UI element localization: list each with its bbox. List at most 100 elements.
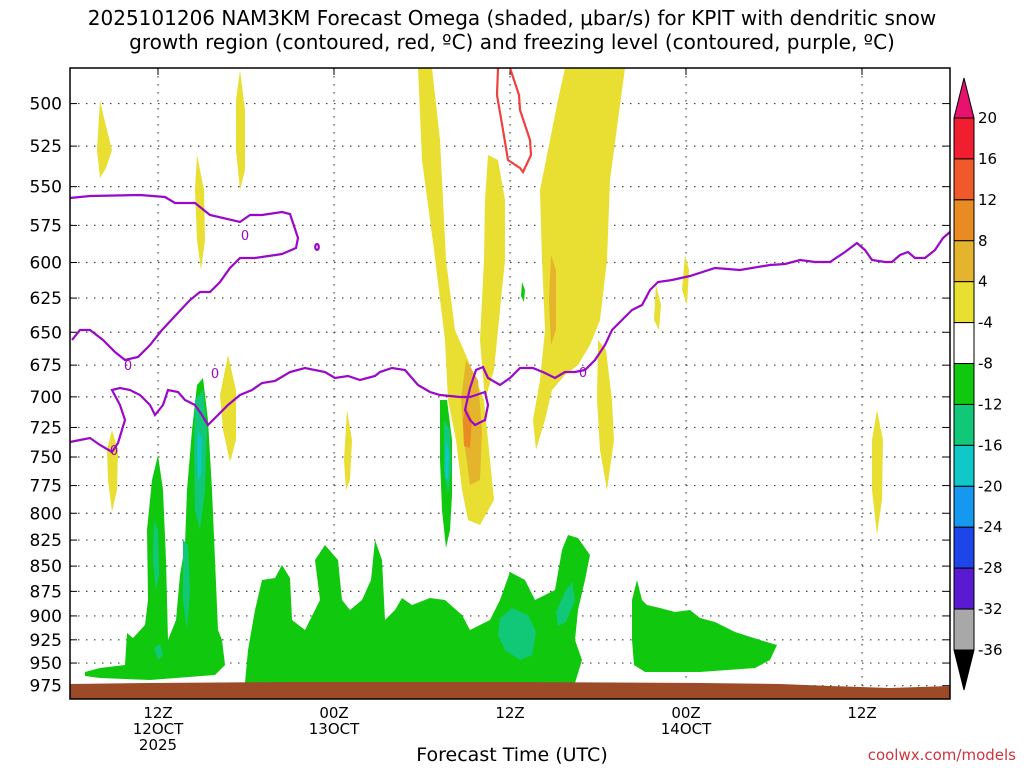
x-tick-label: 12OCT bbox=[133, 720, 184, 738]
colorbar-swatch bbox=[953, 158, 975, 201]
omega-region bbox=[154, 644, 163, 660]
freezing-level-contour bbox=[314, 242, 320, 252]
colorbar-label: -20 bbox=[978, 477, 1003, 495]
omega-region bbox=[556, 582, 575, 626]
credit-link[interactable]: coolwx.com/models bbox=[867, 746, 1016, 764]
colorbar-label: -32 bbox=[978, 600, 1003, 618]
omega-region bbox=[197, 430, 202, 480]
colorbar-label: -28 bbox=[978, 559, 1003, 577]
freezing-level-layer bbox=[69, 193, 951, 454]
x-tick-label: 2025 bbox=[139, 736, 177, 754]
colorbar: 20 16 12 8 4 -4 -8 -12 -16 -20 -24 -28 -32 -36 bbox=[953, 77, 1003, 691]
x-tick-label: 00Z bbox=[671, 704, 700, 722]
omega-region bbox=[654, 285, 661, 330]
chart-title-line1: 2025101206 NAM3KM Forecast Omega (shaded… bbox=[87, 6, 937, 30]
colorbar-under-triangle bbox=[953, 649, 975, 691]
y-tick-label: 650 bbox=[30, 323, 62, 343]
y-tick-label: 525 bbox=[30, 137, 62, 157]
y-tick-label: 625 bbox=[30, 289, 62, 309]
y-tick-label: 775 bbox=[30, 477, 62, 497]
chart-title: 2025101206 NAM3KM Forecast Omega (shaded… bbox=[0, 6, 1024, 54]
y-tick-label: 550 bbox=[30, 178, 62, 198]
y-tick-label: 500 bbox=[30, 95, 62, 115]
x-tick-label: 12Z bbox=[847, 704, 876, 722]
y-tick-label: 850 bbox=[30, 557, 62, 577]
omega-region bbox=[597, 340, 614, 490]
contour-label: 0 bbox=[579, 366, 587, 381]
y-tick-label: 750 bbox=[30, 448, 62, 468]
omega-region bbox=[533, 68, 625, 450]
colorbar-swatch bbox=[953, 199, 975, 242]
omega-cyan-layer bbox=[197, 430, 449, 480]
y-tick-label: 800 bbox=[30, 504, 62, 524]
colorbar-label: -8 bbox=[978, 355, 993, 373]
dgz-contour bbox=[495, 67, 533, 175]
colorbar-label: 8 bbox=[978, 232, 988, 250]
omega-region bbox=[344, 410, 352, 490]
omega-region bbox=[682, 255, 689, 305]
colorbar-label: -36 bbox=[978, 641, 1003, 659]
x-axis-title: Forecast Time (UTC) bbox=[416, 744, 608, 766]
x-tick-label: 13OCT bbox=[309, 720, 360, 738]
colorbar-label: 16 bbox=[978, 150, 997, 168]
contour-label: 0 bbox=[241, 229, 249, 244]
y-tick-label: 600 bbox=[30, 254, 62, 274]
colorbar-swatch bbox=[953, 485, 975, 528]
omega-deep-orange-layer bbox=[463, 405, 472, 448]
colorbar-swatch bbox=[953, 567, 975, 610]
colorbar-swatch bbox=[953, 608, 975, 651]
omega-region bbox=[97, 100, 112, 178]
colorbar-swatch bbox=[953, 444, 975, 487]
omega-region bbox=[521, 282, 525, 302]
omega-region bbox=[498, 608, 536, 660]
freezing-level-contour bbox=[69, 231, 951, 454]
omega-region bbox=[195, 155, 205, 270]
contour-label: 0 bbox=[211, 367, 219, 382]
omega-region bbox=[220, 355, 236, 462]
colorbar-swatch bbox=[953, 403, 975, 446]
colorbar-swatch bbox=[953, 363, 975, 405]
plot-frame bbox=[69, 67, 951, 700]
contour-label: 0 bbox=[124, 359, 132, 374]
chart-title-line2: growth region (contoured, red, ºC) and f… bbox=[129, 30, 895, 54]
y-tick-label: 875 bbox=[30, 582, 62, 602]
omega-region bbox=[236, 70, 245, 190]
x-tick-label: 12Z bbox=[143, 704, 172, 722]
colorbar-swatch bbox=[953, 240, 975, 283]
y-tick-label: 675 bbox=[30, 356, 62, 376]
omega-region bbox=[445, 440, 449, 480]
y-tick-label: 575 bbox=[30, 216, 62, 236]
colorbar-swatch bbox=[953, 281, 975, 324]
colorbar-label: -16 bbox=[978, 436, 1003, 454]
y-tick-label: 725 bbox=[30, 418, 62, 438]
x-tick-label: 14OCT bbox=[661, 720, 712, 738]
colorbar-swatch bbox=[953, 117, 975, 160]
omega-region bbox=[872, 410, 883, 535]
terrain-band bbox=[70, 682, 950, 699]
colorbar-over-triangle bbox=[953, 77, 975, 119]
contour-label: 0 bbox=[110, 444, 118, 459]
y-tick-label: 700 bbox=[30, 388, 62, 408]
omega-region bbox=[463, 405, 472, 448]
y-tick-label: 950 bbox=[30, 654, 62, 674]
freezing-level-contour bbox=[69, 193, 300, 362]
colorbar-label: -12 bbox=[978, 395, 1003, 413]
omega-region bbox=[549, 255, 556, 345]
y-tick-label: 925 bbox=[30, 631, 62, 651]
y-tick-label: 900 bbox=[30, 607, 62, 627]
colorbar-label: 20 bbox=[978, 109, 997, 127]
omega-region bbox=[183, 540, 190, 630]
x-tick-label: 00Z bbox=[319, 704, 348, 722]
x-tick-label: 12Z bbox=[495, 704, 524, 722]
omega-region bbox=[632, 580, 777, 672]
omega-region bbox=[153, 520, 159, 590]
colorbar-label: 12 bbox=[978, 191, 997, 209]
y-tick-label: 975 bbox=[30, 677, 62, 697]
colorbar-swatch bbox=[953, 526, 975, 569]
colorbar-swatch bbox=[953, 322, 975, 365]
omega-teal-layer bbox=[153, 390, 575, 660]
colorbar-label: -4 bbox=[978, 314, 993, 332]
omega-region bbox=[480, 155, 505, 400]
